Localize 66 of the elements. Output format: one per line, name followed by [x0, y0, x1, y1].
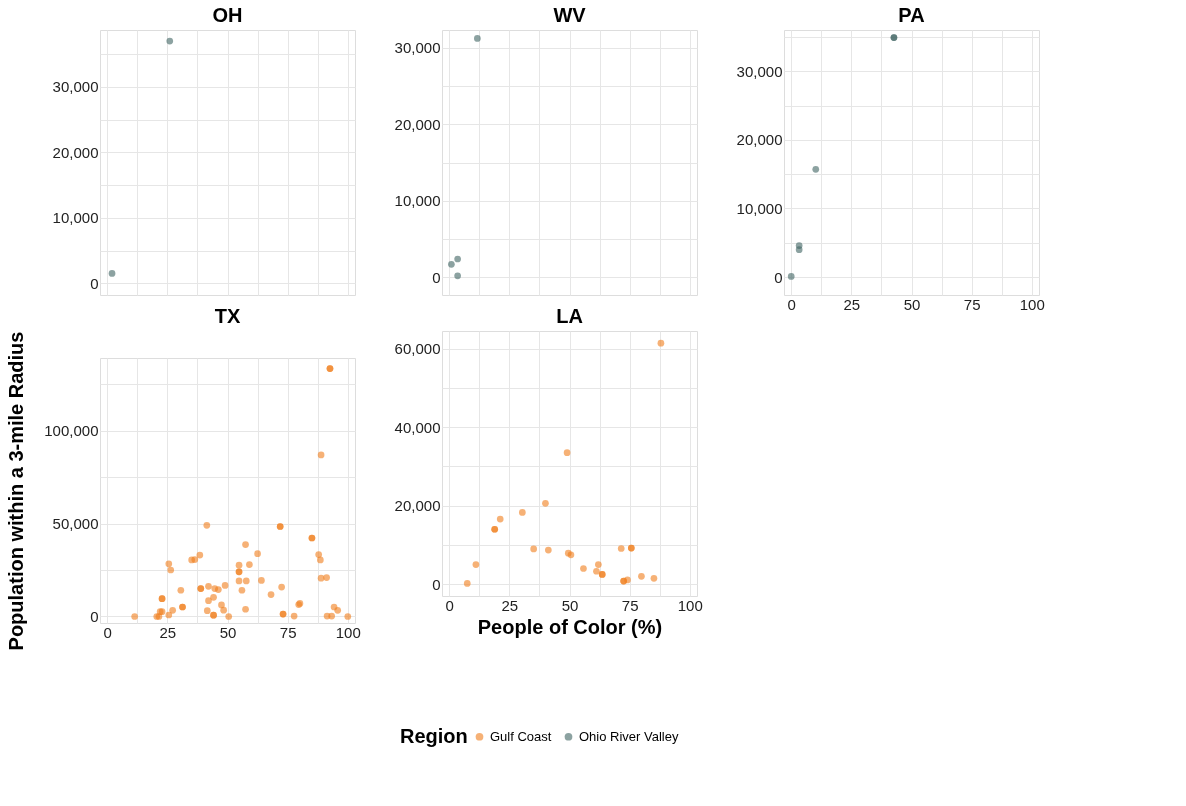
point — [542, 500, 549, 507]
point — [795, 246, 803, 254]
point — [519, 509, 526, 516]
point — [650, 574, 658, 582]
chart-title: PA — [898, 4, 925, 26]
x-tick-label: 50 — [561, 596, 579, 614]
point — [638, 573, 645, 580]
point — [812, 166, 820, 173]
point — [580, 565, 587, 572]
point — [448, 261, 455, 268]
y-tick-label: 50,000 — [52, 515, 99, 533]
y-tick-label: 0 — [432, 575, 441, 593]
y-tick-label: 0 — [774, 268, 783, 286]
point — [474, 35, 481, 42]
x-tick-label: 25 — [159, 623, 177, 641]
y-axis-title: Population within a 3-mile Radius — [4, 331, 27, 651]
y-tick-label: 30,000 — [52, 78, 99, 96]
legend-label: Ohio River Valley — [579, 728, 679, 744]
y-tick-label: 30,000 — [394, 39, 441, 57]
x-tick-label: 100 — [335, 623, 361, 641]
x-tick-label: 0 — [445, 596, 454, 614]
x-tick-label: 50 — [903, 295, 921, 313]
x-axis-title: People of Color (%) — [477, 615, 663, 638]
y-tick-label: 0 — [90, 607, 99, 625]
chart-title: WV — [553, 4, 587, 26]
legend-label: Gulf Coast — [490, 728, 552, 744]
x-tick-label: 75 — [963, 295, 981, 313]
y-tick-label: 10,000 — [394, 192, 441, 210]
point — [657, 339, 665, 347]
x-tick-label: 75 — [621, 596, 639, 614]
point — [472, 561, 480, 568]
y-tick-label: 0 — [90, 274, 99, 292]
x-tick-label: 75 — [279, 623, 297, 641]
chart-title: LA — [556, 305, 583, 327]
x-tick-label: 100 — [1019, 295, 1045, 313]
point — [563, 449, 571, 457]
point — [595, 561, 602, 568]
y-tick-label: 20,000 — [52, 143, 99, 161]
point — [544, 546, 552, 554]
y-tick-label: 40,000 — [394, 418, 441, 436]
x-tick-label: 25 — [501, 596, 519, 614]
y-tick-label: 0 — [432, 268, 441, 286]
x-tick-label: 50 — [219, 623, 237, 641]
chart-title: TX — [214, 305, 241, 328]
y-tick-label: 60,000 — [394, 340, 441, 358]
legend-title: Region — [400, 725, 468, 747]
point — [454, 272, 461, 280]
y-tick-label: 20,000 — [394, 497, 441, 515]
y-tick-label: 30,000 — [736, 62, 783, 80]
point — [454, 255, 461, 263]
x-tick-label: 0 — [787, 295, 796, 313]
x-tick-label: 0 — [103, 623, 112, 641]
point — [463, 580, 471, 587]
x-tick-label: 25 — [843, 295, 861, 313]
y-tick-label: 100,000 — [44, 422, 99, 440]
y-tick-label: 20,000 — [736, 131, 783, 149]
point — [617, 545, 625, 552]
y-tick-label: 10,000 — [52, 209, 99, 227]
chart-title: OH — [212, 4, 243, 26]
point — [530, 545, 538, 553]
x-tick-label: 100 — [677, 596, 703, 614]
point — [496, 515, 504, 523]
y-tick-label: 10,000 — [736, 200, 783, 217]
point — [593, 567, 600, 575]
y-tick-label: 20,000 — [394, 115, 441, 133]
point — [787, 273, 795, 280]
